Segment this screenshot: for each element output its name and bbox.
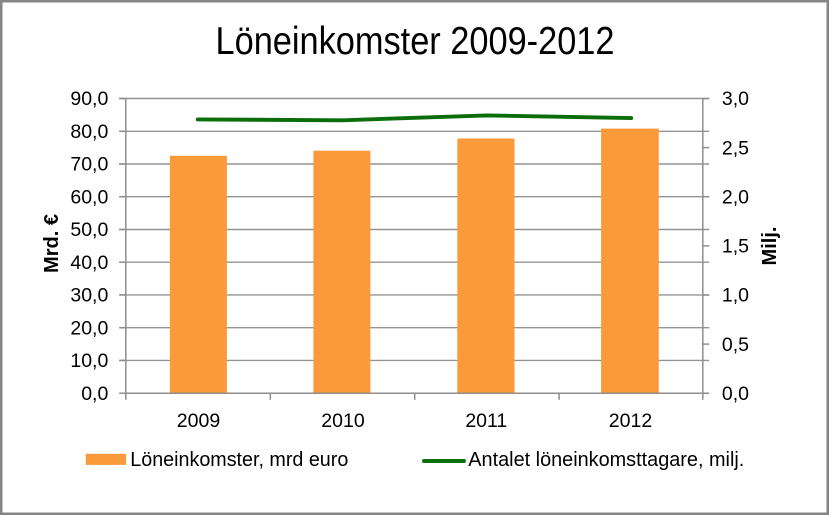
svg-text:90,0: 90,0 bbox=[70, 88, 108, 110]
svg-text:1,5: 1,5 bbox=[722, 236, 749, 258]
svg-text:0,0: 0,0 bbox=[722, 383, 749, 405]
svg-text:0,5: 0,5 bbox=[722, 334, 749, 356]
svg-text:Mrd. €: Mrd. € bbox=[41, 214, 63, 273]
svg-text:3,0: 3,0 bbox=[722, 88, 749, 110]
svg-text:Löneinkomster 2009-2012: Löneinkomster 2009-2012 bbox=[216, 20, 615, 63]
svg-text:2,0: 2,0 bbox=[722, 186, 749, 208]
svg-text:80,0: 80,0 bbox=[70, 121, 108, 143]
svg-text:50,0: 50,0 bbox=[70, 219, 108, 241]
svg-text:Löneinkomster, mrd euro: Löneinkomster, mrd euro bbox=[130, 449, 348, 471]
svg-text:2,5: 2,5 bbox=[722, 137, 749, 159]
svg-text:30,0: 30,0 bbox=[70, 285, 108, 307]
svg-text:2011: 2011 bbox=[465, 410, 507, 432]
svg-text:Antalet löneinkomsttagare, mil: Antalet löneinkomsttagare, milj. bbox=[468, 449, 744, 471]
svg-text:2009: 2009 bbox=[177, 410, 220, 432]
svg-text:60,0: 60,0 bbox=[70, 186, 108, 208]
svg-text:10,0: 10,0 bbox=[70, 350, 108, 372]
svg-text:70,0: 70,0 bbox=[70, 154, 108, 176]
svg-text:20,0: 20,0 bbox=[70, 317, 108, 339]
svg-text:0,0: 0,0 bbox=[81, 383, 108, 405]
svg-text:2012: 2012 bbox=[609, 410, 652, 432]
svg-text:Milj.: Milj. bbox=[759, 227, 781, 266]
svg-text:2010: 2010 bbox=[321, 410, 365, 432]
svg-text:1,0: 1,0 bbox=[722, 285, 749, 307]
svg-text:40,0: 40,0 bbox=[70, 252, 108, 274]
